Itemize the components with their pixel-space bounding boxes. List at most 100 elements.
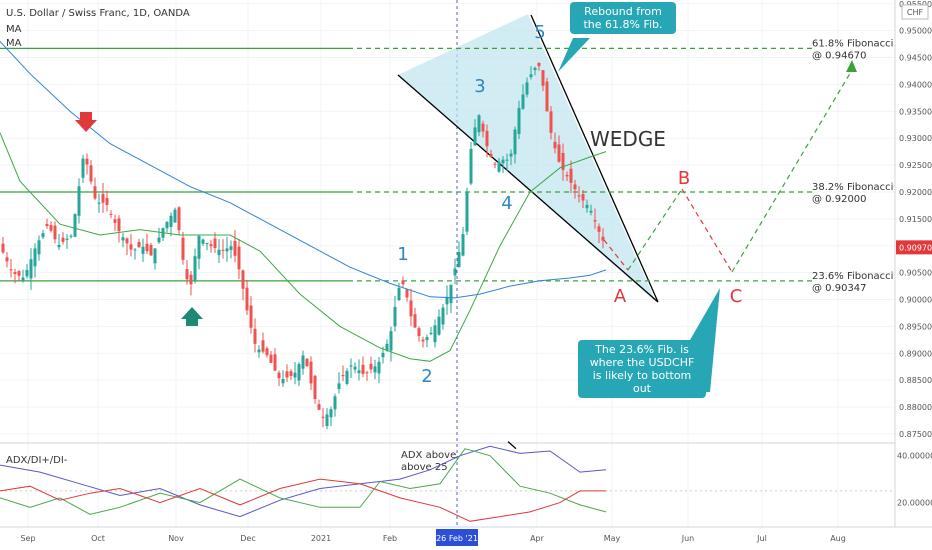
candle-body-1	[5, 257, 9, 262]
candle-body-13	[53, 225, 57, 240]
candle-body-118	[473, 127, 477, 146]
wedge-lower-line	[397, 74, 659, 303]
candle-body-53	[213, 238, 217, 248]
candle-body-68	[273, 354, 277, 371]
candle-body-51	[205, 243, 209, 245]
candle-body-70	[281, 379, 285, 384]
date-tag-label: 26 Feb '21	[436, 534, 478, 543]
candle-body-50	[201, 239, 205, 244]
candle-body-116	[465, 191, 469, 232]
candle-body-85	[341, 374, 345, 377]
candle-body-63	[253, 328, 257, 344]
candle-body-4	[17, 271, 21, 276]
projection-A-to-B	[627, 188, 683, 271]
price-tick-2: 0.94500	[899, 54, 932, 63]
candle-body-103	[413, 314, 417, 328]
candle-body-94	[377, 361, 381, 374]
wave-label-3: 3	[474, 76, 485, 97]
adx-line	[0, 445, 607, 518]
wave-label-2: 2	[421, 366, 432, 387]
projection-B-to-C	[681, 188, 733, 273]
candle-body-121	[485, 130, 489, 147]
candle-body-147	[589, 210, 593, 213]
ma-fast-line	[0, 132, 607, 362]
green-arrow-up-icon	[181, 307, 203, 326]
red-arrow-down-icon	[75, 112, 97, 132]
price-tick-16: 0.87500	[899, 430, 932, 439]
candle-body-30	[121, 237, 125, 241]
candle-body-42	[169, 215, 173, 227]
candle-body-93	[373, 366, 377, 373]
candle-body-48	[193, 256, 197, 281]
candle-body-43	[173, 209, 177, 223]
candle-body-20	[81, 158, 85, 178]
candle-body-34	[137, 242, 141, 248]
candle-body-66	[265, 348, 269, 356]
candle-body-114	[457, 252, 461, 268]
adx-legend[interactable]: ADX/DI+/DI-	[6, 455, 68, 466]
candle-body-90	[361, 364, 365, 374]
price-axis-bg	[895, 0, 932, 550]
ma-legend-2[interactable]: MA	[6, 38, 22, 49]
candle-body-86	[345, 370, 349, 384]
candle-body-124	[497, 161, 501, 172]
current-price-tag	[896, 240, 932, 255]
candle-body-9	[37, 240, 41, 255]
candle-body-0	[1, 243, 5, 253]
candle-body-62	[249, 305, 253, 328]
ma-slow-line	[0, 41, 607, 299]
fib-label-2: 23.6% Fibonacci @ 0.90347	[812, 271, 893, 294]
projection-C-to-target	[731, 69, 853, 273]
candle-body-76	[305, 358, 309, 367]
candle-body-41	[165, 221, 169, 229]
candle-body-38	[153, 248, 157, 264]
candle-body-27	[109, 213, 113, 215]
candle-body-139	[557, 144, 561, 162]
candle-body-87	[349, 365, 353, 367]
adx-tick-1: 20.00000	[897, 499, 932, 508]
time-tick-0: Sep	[20, 534, 35, 543]
candle-body-132	[529, 74, 533, 78]
annotation-layer: 1 2 3 4 5 A B C WEDGE ADX above above 25	[75, 22, 742, 473]
candle-body-78	[313, 375, 317, 399]
candle-body-109	[437, 316, 441, 335]
candle-body-39	[157, 237, 161, 243]
candle-body-31	[125, 238, 129, 244]
abc-label-B: B	[678, 168, 690, 189]
price-tick-12: 0.89500	[899, 322, 932, 331]
di-plus-line	[0, 448, 607, 515]
candle-body-10	[41, 233, 45, 238]
candle-body-37	[149, 244, 153, 256]
fib-label-line: @ 0.92000	[812, 194, 867, 205]
candle-body-99	[397, 287, 401, 301]
time-tick-3: Dec	[240, 534, 255, 543]
price-tick-10: 0.90500	[899, 269, 932, 278]
candle-body-100	[401, 280, 405, 285]
candle-body-128	[513, 129, 517, 155]
candle-body-107	[429, 332, 433, 335]
adx-note: ADX above above 25	[401, 450, 456, 473]
grid-layer	[0, 0, 895, 527]
price-tick-15: 0.88000	[899, 403, 932, 412]
price-tick-0: 0.95500	[899, 0, 932, 9]
candle-body-134	[537, 63, 541, 67]
time-tick-4: 2021	[311, 534, 331, 543]
chart-title: U.S. Dollar / Swiss Franc, 1D, OANDA	[6, 8, 190, 19]
candle-body-149	[597, 226, 601, 232]
candle-body-58	[233, 240, 237, 256]
candle-body-91	[365, 372, 369, 374]
fib-label-0: 61.8% Fibonacci @ 0.94670	[812, 38, 893, 61]
candle-body-79	[317, 404, 321, 410]
candle-body-64	[257, 349, 261, 353]
candle-body-75	[301, 355, 305, 369]
adx-panel	[0, 441, 932, 522]
candle-body-69	[277, 372, 281, 379]
ma-legend-1[interactable]: MA	[6, 24, 22, 35]
price-tick-5: 0.93000	[899, 134, 932, 143]
candle-body-137	[549, 111, 553, 133]
candle-body-112	[449, 284, 453, 304]
wedge-label: WEDGE	[590, 127, 666, 151]
